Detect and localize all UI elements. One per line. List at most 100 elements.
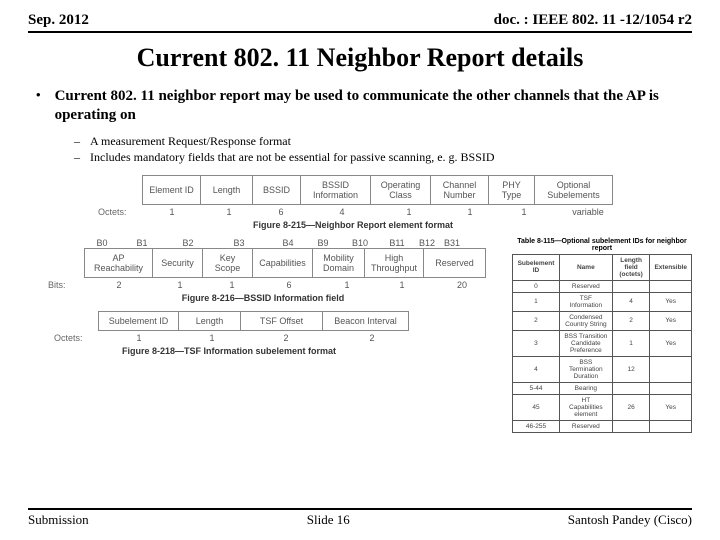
table-header-cell: Reserved [424, 248, 486, 277]
opt-cell: 1 [612, 330, 650, 356]
opt-cell: 12 [612, 356, 650, 382]
fig-caption: Figure 8-216—BSSID Information field [48, 293, 478, 303]
value-cell: B31 [444, 238, 460, 248]
opt-cell: Yes [650, 292, 692, 311]
value-cell: 6 [258, 280, 320, 290]
value-cell: B11 [384, 238, 410, 248]
dash-marker: – [74, 133, 80, 149]
opt-header: Extensible [650, 254, 692, 280]
value-cell: 4 [306, 207, 378, 217]
opt-cell: 3 [513, 330, 560, 356]
value-cell: 1 [440, 207, 500, 217]
sub-item: – A measurement Request/Response format [74, 133, 692, 149]
header-date: Sep. 2012 [28, 12, 89, 29]
value-cell: variable [548, 207, 628, 217]
table-header-cell: Security [153, 248, 203, 277]
table-header-cell: Channel Number [431, 175, 489, 204]
dash-marker: – [74, 149, 80, 165]
bits-label: Bits: [48, 280, 78, 290]
table-header-cell: Length [179, 311, 241, 330]
opt-cell: Yes [650, 330, 692, 356]
opt-cell: 45 [513, 394, 560, 420]
opt-cell: 26 [612, 394, 650, 420]
table-header-cell: Length [201, 175, 253, 204]
value-cell: 1 [500, 207, 548, 217]
opt-cell: 2 [513, 311, 560, 330]
header-doc: doc. : IEEE 802. 11 -12/1054 r2 [494, 12, 692, 29]
value-cell: B9 [310, 238, 336, 248]
table-header-cell: Subelement ID [99, 311, 179, 330]
value-cell: B2 [164, 238, 212, 248]
bullet-marker: • [36, 87, 41, 125]
page-title: Current 802. 11 Neighbor Report details [28, 43, 692, 73]
value-cell: 1 [202, 207, 256, 217]
opt-cell [612, 382, 650, 394]
opt-cell [650, 420, 692, 432]
figure-216: B0B1B2B3B4B9B10B11B12B31 AP Reachability… [48, 238, 494, 364]
table-header-cell: Key Scope [203, 248, 253, 277]
opt-header: Subelement ID [513, 254, 560, 280]
table-header-cell: Operating Class [371, 175, 431, 204]
opt-cell: Yes [650, 394, 692, 420]
figures: Element IDLengthBSSIDBSSID InformationOp… [28, 175, 692, 433]
value-cell: 1 [180, 333, 244, 343]
table-header-cell: High Throughput [365, 248, 424, 277]
opt-cell: 5-44 [513, 382, 560, 394]
opt-cell [612, 420, 650, 432]
table-header-cell: BSSID [253, 175, 301, 204]
value-cell: 2 [84, 280, 154, 290]
value-cell: 20 [430, 280, 494, 290]
value-cell: 2 [328, 333, 416, 343]
value-cell: B0 [84, 238, 120, 248]
table-header-cell: BSSID Information [301, 175, 371, 204]
table-header-cell: PHY Type [489, 175, 535, 204]
sub-bullets: – A measurement Request/Response format … [74, 133, 692, 165]
value-cell: 1 [374, 280, 430, 290]
figure-215: Element IDLengthBSSIDBSSID InformationOp… [98, 175, 692, 230]
fig-caption: Figure 8-218—TSF Information subelement … [54, 346, 404, 356]
opt-cell: Condensed Country String [559, 311, 612, 330]
value-cell: 1 [320, 280, 374, 290]
opt-cell: BSS Transition Candidate Preference [559, 330, 612, 356]
fig-caption: Figure 8-215—Neighbor Report element for… [98, 220, 608, 230]
opt-cell [650, 356, 692, 382]
value-cell: B12 [410, 238, 444, 248]
opt-cell: Yes [650, 311, 692, 330]
opt-cell: 4 [612, 292, 650, 311]
figure-218: Subelement IDLengthTSF OffsetBeacon Inte… [54, 311, 494, 356]
table-header-cell: AP Reachability [85, 248, 153, 277]
opt-cell: 0 [513, 280, 560, 292]
mid-row: B0B1B2B3B4B9B10B11B12B31 AP Reachability… [28, 238, 692, 433]
opt-header: Name [559, 254, 612, 280]
table-header-cell: TSF Offset [241, 311, 323, 330]
value-cell: 1 [206, 280, 258, 290]
footer-left: Submission [28, 512, 89, 528]
opt-cell: 2 [612, 311, 650, 330]
main-bullet: • Current 802. 11 neighbor report may be… [36, 87, 692, 125]
footer-right: Santosh Pandey (Cisco) [568, 512, 692, 528]
table-header-cell: Capabilities [253, 248, 313, 277]
opt-cell: HT Capabilities element [559, 394, 612, 420]
header: Sep. 2012 doc. : IEEE 802. 11 -12/1054 r… [28, 12, 692, 33]
footer-center: Slide 16 [307, 512, 350, 528]
octets-label: Octets: [54, 333, 92, 343]
table-header-cell: Beacon Interval [323, 311, 409, 330]
value-cell: B10 [336, 238, 384, 248]
octets-label: Octets: [98, 207, 136, 217]
opt-cell: Bearing [559, 382, 612, 394]
opt-cell: BSS Termination Duration [559, 356, 612, 382]
value-cell: 1 [142, 207, 202, 217]
value-cell: 1 [378, 207, 440, 217]
table-header-cell: Optional Subelements [535, 175, 613, 204]
opt-cell: Reserved [559, 420, 612, 432]
opt-cell: 46-255 [513, 420, 560, 432]
opt-title: Table 8-115—Optional subelement IDs for … [512, 238, 692, 252]
table-header-cell: Mobility Domain [313, 248, 365, 277]
opt-cell: TSF Information [559, 292, 612, 311]
opt-cell [650, 382, 692, 394]
sub-item: – Includes mandatory fields that are not… [74, 149, 692, 165]
opt-cell [612, 280, 650, 292]
opt-cell: Reserved [559, 280, 612, 292]
value-cell: B3 [212, 238, 266, 248]
value-cell: B1 [120, 238, 164, 248]
